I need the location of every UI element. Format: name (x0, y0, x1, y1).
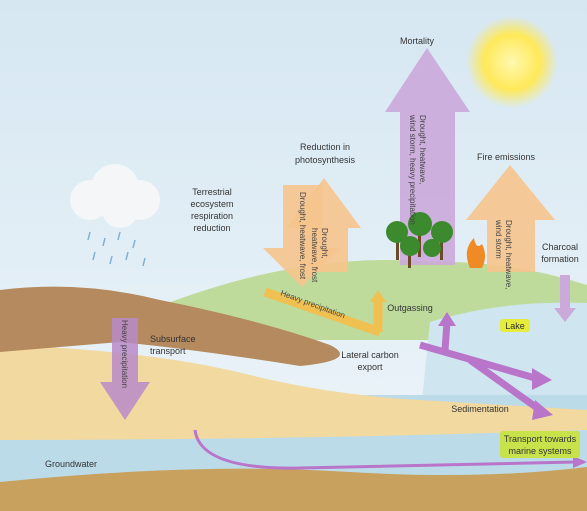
diagram: Mortality Reduction inphotosynthesis Ter… (0, 0, 587, 511)
label: Mortality (400, 36, 435, 46)
sun (466, 16, 558, 108)
label: Groundwater (45, 459, 97, 469)
driver-label: Heavy precipitation (120, 320, 129, 388)
label: Outgassing (387, 303, 433, 313)
driver-label: Drought, heatwave, frost (298, 192, 307, 280)
label: Fire emissions (477, 152, 536, 162)
label: Lake (505, 321, 525, 331)
label: Sedimentation (451, 404, 509, 414)
